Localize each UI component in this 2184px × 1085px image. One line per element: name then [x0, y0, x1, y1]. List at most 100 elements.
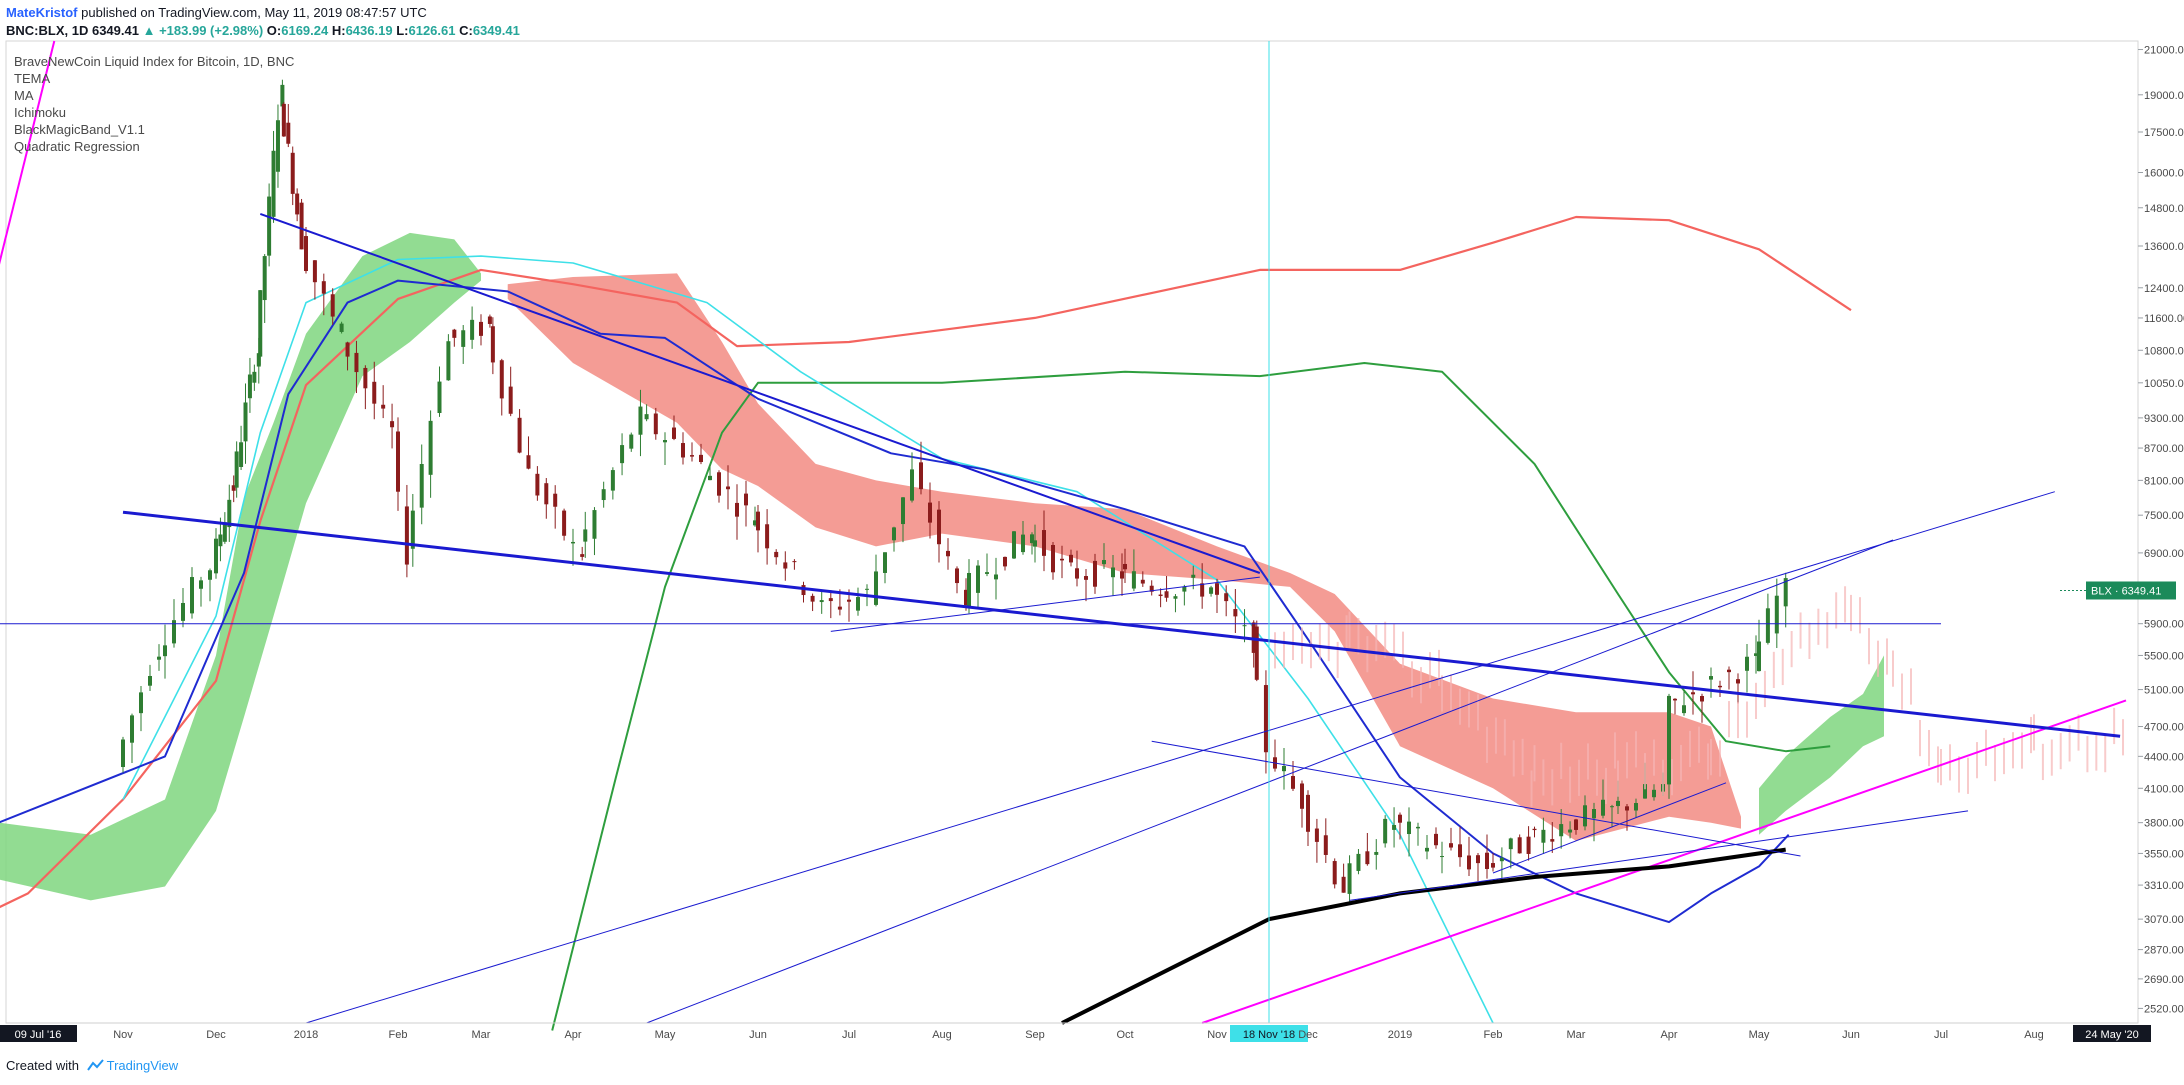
- candle-body: [919, 462, 923, 490]
- tradingview-link[interactable]: TradingView: [106, 1058, 179, 1073]
- candle-body: [1347, 863, 1352, 894]
- price-chart[interactable]: BLX · 6349.41 21000.00 19000.00 17500.00 16…: [0, 40, 2184, 1048]
- chart-header: MateKristof published on TradingView.com…: [0, 0, 2184, 40]
- candle-body: [1517, 837, 1522, 854]
- candle-body: [571, 541, 575, 544]
- candle-body: [1003, 556, 1007, 567]
- candle-body: [644, 414, 649, 420]
- legend-item[interactable]: BlackMagicBand_V1.1: [14, 122, 145, 137]
- candle-body: [1120, 571, 1124, 579]
- tema-blue-line: [0, 279, 1790, 924]
- candle-body: [1532, 828, 1537, 831]
- y-tick-label: 9300.00: [2144, 413, 2184, 425]
- candle-body: [583, 529, 588, 542]
- candle-body: [1568, 829, 1573, 833]
- candle-body: [1550, 839, 1555, 842]
- candle-body: [1736, 679, 1740, 684]
- candle-body: [1434, 833, 1438, 846]
- legend-item[interactable]: MA: [14, 88, 34, 103]
- x-tick-label: Feb: [1484, 1029, 1503, 1041]
- candle-body: [1084, 576, 1088, 580]
- candle-body: [1123, 563, 1127, 570]
- candle-body: [638, 406, 643, 435]
- candle-body: [1467, 855, 1471, 870]
- ichimoku-cloud-green-future: [1759, 655, 1884, 835]
- candle-body: [1263, 685, 1268, 753]
- candle-body: [487, 316, 492, 324]
- candle-body: [526, 455, 531, 469]
- candle-body: [1476, 855, 1480, 864]
- x-tick-label: Apr: [564, 1029, 581, 1041]
- candle-body: [1718, 685, 1722, 688]
- candle-body: [295, 193, 300, 215]
- legend-item[interactable]: TEMA: [14, 71, 51, 86]
- candle-body: [535, 473, 540, 496]
- candle-body: [130, 715, 134, 743]
- y-tick-label: 14800.00: [2144, 203, 2184, 215]
- candle-body: [247, 374, 252, 399]
- candle-body: [1111, 567, 1115, 578]
- candle-body: [744, 493, 748, 506]
- legend-item[interactable]: BraveNewCoin Liquid Index for Bitcoin, 1…: [14, 54, 295, 69]
- candle-body: [1416, 826, 1420, 829]
- y-tick-label: 2520.00: [2144, 1003, 2184, 1015]
- candle-body: [243, 402, 248, 442]
- x-tick-label: Mar: [472, 1029, 491, 1041]
- ohlc-line: BNC:BLX, 1D 6349.41 ▲ +183.99 (+2.98%) O…: [6, 23, 520, 38]
- candle-body: [1774, 595, 1779, 634]
- candle-body: [437, 381, 442, 414]
- last-price-label: BLX · 6349.41: [2091, 585, 2161, 597]
- legend-item[interactable]: Ichimoku: [14, 105, 67, 120]
- candle-body: [901, 497, 905, 525]
- candle-body: [390, 421, 395, 428]
- legend-item[interactable]: Quadratic Regression: [14, 139, 140, 154]
- candle-body: [774, 551, 779, 558]
- candle-body: [792, 561, 797, 563]
- candle-body: [1499, 857, 1504, 862]
- candle-body: [396, 431, 400, 492]
- candle-body: [717, 472, 721, 496]
- y-tick-label: 2870.00: [2144, 945, 2184, 957]
- high-label: H:: [331, 23, 346, 38]
- author-link[interactable]: MateKristof: [6, 5, 78, 20]
- x-tick-badge: [2073, 1025, 2151, 1042]
- candle-body: [1131, 571, 1136, 589]
- candle-body: [1691, 692, 1695, 695]
- candle-body: [262, 256, 267, 301]
- magenta-channel-upper: [0, 40, 56, 265]
- y-tick-label: 5500.00: [2144, 650, 2184, 662]
- y-tick-label: 7500.00: [2144, 510, 2184, 522]
- candle-body: [419, 464, 424, 508]
- candle-body: [726, 486, 730, 490]
- candle-body: [946, 550, 950, 557]
- candle-body: [928, 502, 932, 523]
- candle-body: [1069, 554, 1073, 563]
- candle-body: [620, 445, 625, 464]
- candle-body: [708, 475, 712, 481]
- rising-line: [1492, 782, 1727, 874]
- candle-body: [208, 570, 212, 580]
- candle-body: [1407, 821, 1411, 835]
- candle-body: [517, 417, 522, 453]
- candle-body: [819, 600, 824, 603]
- candle-body: [1673, 698, 1677, 701]
- candle-body: [1306, 794, 1310, 832]
- candle-body: [163, 645, 167, 657]
- y-tick-label: 4400.00: [2144, 751, 2184, 763]
- candle-body: [1075, 568, 1079, 579]
- open-value: 6169.24: [281, 23, 329, 38]
- candle-body: [1541, 829, 1546, 843]
- candle-body: [553, 493, 558, 507]
- candle-body: [1458, 844, 1462, 858]
- x-tick-label: Jul: [1934, 1029, 1948, 1041]
- candle-body: [1209, 587, 1214, 594]
- candle-body: [410, 510, 415, 549]
- candle-body: [1652, 789, 1656, 798]
- x-tick-label: May: [655, 1029, 676, 1041]
- candle-body: [735, 502, 739, 517]
- symbol-label: BNC:BLX, 1D: [6, 23, 89, 38]
- candle-body: [490, 326, 495, 363]
- candle-body: [172, 620, 176, 644]
- candle-body: [892, 527, 896, 541]
- x-tick-label: Aug: [932, 1029, 952, 1041]
